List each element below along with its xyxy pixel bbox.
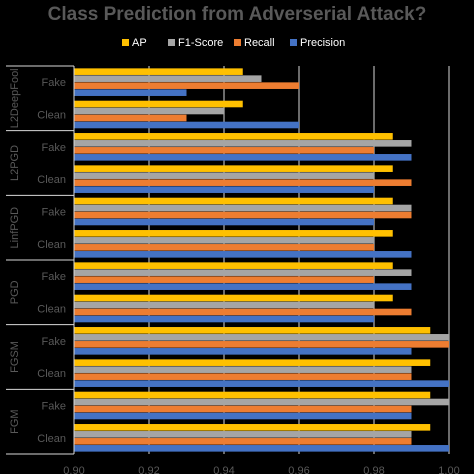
bar-LinfPGD-Clean-Recall <box>74 244 374 251</box>
bar-PGD-Clean-Precision <box>74 315 374 323</box>
row-label-5-1: Clean <box>37 433 66 445</box>
group-label-3: PGD <box>9 280 21 304</box>
bar-L2PGD-Fake-F1-Score <box>74 140 412 147</box>
bar-FGSM-Clean-Recall <box>74 373 412 380</box>
bar-LinfPGD-Fake-F1-Score <box>74 204 412 212</box>
bar-FGM-Fake-AP <box>74 391 431 399</box>
legend-label-0: AP <box>132 37 147 49</box>
bar-L2DeepFool-Clean-Recall <box>74 114 187 122</box>
bar-L2DeepFool-Fake-F1-Score <box>74 75 262 82</box>
bar-LinfPGD-Fake-Precision <box>74 218 374 226</box>
bar-PGD-Fake-Recall <box>74 276 374 283</box>
bar-FGSM-Clean-Precision <box>74 380 449 387</box>
bar-L2PGD-Fake-AP <box>74 133 393 140</box>
group-dividers <box>6 65 75 455</box>
group-label-1: L2PGD <box>9 145 21 181</box>
bar-PGD-Clean-Recall <box>74 308 412 316</box>
bar-FGM-Fake-Precision <box>74 412 412 420</box>
legend-swatch-3 <box>290 39 297 46</box>
bar-L2DeepFool-Clean-Precision <box>74 121 299 129</box>
bar-L2DeepFool-Clean-AP <box>74 100 243 108</box>
bar-FGM-Clean-F1-Score <box>74 431 412 438</box>
bar-L2PGD-Fake-Precision <box>74 154 412 161</box>
bar-L2PGD-Fake-Recall <box>74 147 374 154</box>
legend-label-2: Recall <box>244 37 275 49</box>
bar-LinfPGD-Clean-Precision <box>74 251 412 258</box>
bar-L2PGD-Clean-Recall <box>74 179 412 186</box>
group-label-5: FGM <box>9 409 21 433</box>
bar-PGD-Clean-F1-Score <box>74 301 374 309</box>
bar-FGSM-Fake-Precision <box>74 348 412 355</box>
bar-FGSM-Clean-AP <box>74 359 431 366</box>
chart-title: Class Prediction from Adverserial Attack… <box>48 4 427 25</box>
row-label-4-1: Clean <box>37 368 66 380</box>
x-tick-label-1: 0.92 <box>138 465 159 474</box>
row-label-0-0: Fake <box>42 77 66 89</box>
row-label-0-1: Clean <box>37 110 66 122</box>
legend-label-3: Precision <box>300 37 345 49</box>
bars <box>74 68 449 452</box>
bar-L2DeepFool-Fake-AP <box>74 68 243 75</box>
legend-swatch-0 <box>122 39 129 46</box>
x-tick-label-5: 1.00 <box>438 465 459 474</box>
bar-FGSM-Fake-F1-Score <box>74 334 449 341</box>
bar-FGM-Clean-Recall <box>74 438 412 445</box>
row-label-3-1: Clean <box>37 304 66 316</box>
bar-L2DeepFool-Clean-F1-Score <box>74 107 224 115</box>
row-label-2-1: Clean <box>37 239 66 251</box>
x-tick-label-2: 0.94 <box>213 465 234 474</box>
group-labels: L2DeepFool L2PGD LinfPGD PGD FGSM FGM <box>9 68 21 434</box>
bar-LinfPGD-Clean-AP <box>74 230 393 237</box>
bar-PGD-Fake-AP <box>74 262 393 269</box>
row-labels: Fake Clean Fake Clean Fake Clean Fake Clean Fake… <box>37 77 66 445</box>
bar-L2PGD-Clean-F1-Score <box>74 172 374 179</box>
row-label-5-0: Fake <box>42 401 66 413</box>
group-label-0: L2DeepFool <box>9 68 21 128</box>
row-label-1-1: Clean <box>37 174 66 186</box>
row-label-4-0: Fake <box>42 336 66 348</box>
legend: AP F1-Score Recall Precision <box>122 37 345 49</box>
bar-L2PGD-Clean-AP <box>74 165 393 172</box>
row-label-2-0: Fake <box>42 207 66 219</box>
bar-FGM-Clean-Precision <box>74 445 449 452</box>
x-tick-label-3: 0.96 <box>288 465 309 474</box>
bar-FGSM-Fake-AP <box>74 327 431 334</box>
x-axis-ticks: 0.90 0.92 0.94 0.96 0.98 1.00 <box>63 465 459 474</box>
bar-FGM-Fake-Recall <box>74 405 412 413</box>
bar-LinfPGD-Fake-Recall <box>74 211 412 219</box>
legend-swatch-2 <box>234 39 241 46</box>
bar-L2PGD-Clean-Precision <box>74 186 374 193</box>
bar-LinfPGD-Clean-F1-Score <box>74 237 374 244</box>
legend-swatch-1 <box>168 39 175 46</box>
bar-PGD-Clean-AP <box>74 294 393 302</box>
x-tick-label-0: 0.90 <box>63 465 84 474</box>
bar-FGSM-Fake-Recall <box>74 341 449 348</box>
bar-FGM-Clean-AP <box>74 424 431 431</box>
row-label-3-0: Fake <box>42 271 66 283</box>
bar-FGM-Fake-F1-Score <box>74 398 449 406</box>
bar-L2DeepFool-Fake-Recall <box>74 82 299 89</box>
bar-PGD-Fake-F1-Score <box>74 269 412 276</box>
row-label-1-0: Fake <box>42 142 66 154</box>
bar-FGSM-Clean-F1-Score <box>74 366 412 373</box>
group-label-2: LinfPGD <box>9 207 21 249</box>
bar-PGD-Fake-Precision <box>74 283 412 290</box>
legend-label-1: F1-Score <box>178 37 223 49</box>
bar-L2DeepFool-Fake-Precision <box>74 89 187 96</box>
group-label-4: FGSM <box>9 341 21 373</box>
x-tick-label-4: 0.98 <box>363 465 384 474</box>
bar-LinfPGD-Fake-AP <box>74 197 393 205</box>
